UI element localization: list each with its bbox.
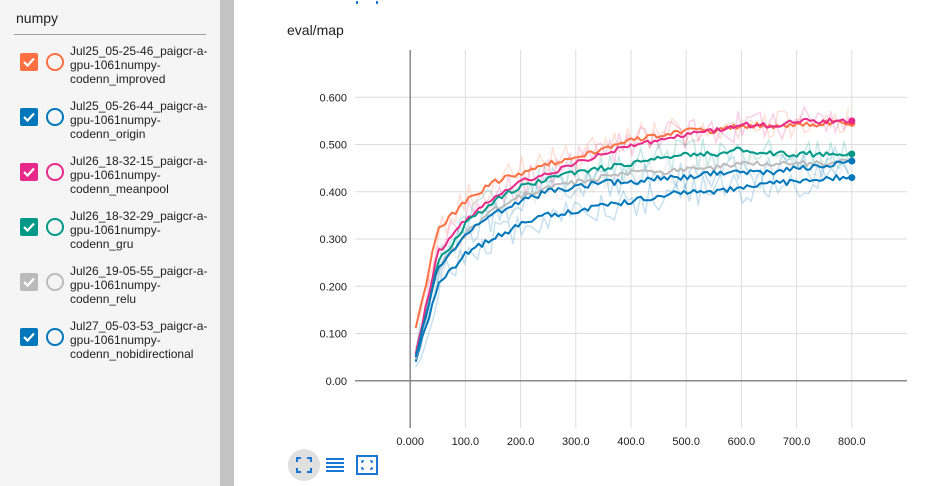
x-tick-label: 700.0 [783,436,811,448]
fit-domain-icon[interactable] [288,449,320,481]
series-line [414,119,850,329]
y-tick-label: 0.400 [319,187,347,199]
run-checkbox[interactable] [20,53,38,71]
run-label: Jul26_19-05-55_paigcr-a- gpu-1061numpy- … [70,264,208,306]
x-tick-label: 800.0 [838,436,866,448]
run-color-swatch[interactable] [46,163,64,181]
x-tick-label: 200.0 [507,436,535,448]
run-item[interactable]: Jul27_05-03-53_paigcr-a- gpu-1061numpy- … [20,319,220,375]
run-color-swatch[interactable] [46,53,64,71]
series-end-point [848,157,856,165]
run-item[interactable]: Jul25_05-26-44_paigcr-a- gpu-1061numpy- … [20,99,220,155]
run-item[interactable]: Jul25_05-25-46_paigcr-a- gpu-1061numpy- … [20,44,220,100]
y-tick-label: 0.500 [319,140,347,152]
x-tick-label: 400.0 [617,436,645,448]
series-line [414,159,851,358]
series-end-point [848,117,856,125]
series-end-point [848,150,856,158]
series-raw-line [414,138,850,351]
x-tick-label: 300.0 [562,436,590,448]
run-checkbox[interactable] [20,273,38,291]
run-checkbox[interactable] [20,328,38,346]
run-filter-input[interactable]: numpy [16,10,59,26]
sidebar-scrollbar[interactable] [220,0,234,486]
y-tick-label: 0.600 [319,92,347,104]
run-color-swatch[interactable] [46,273,64,291]
x-tick-label: 600.0 [728,436,756,448]
run-checkbox[interactable] [20,218,38,236]
run-item[interactable]: Jul26_18-32-29_paigcr-a- gpu-1061numpy- … [20,209,220,265]
run-checkbox[interactable] [20,163,38,181]
series-raw-line [415,107,850,318]
y-tick-label: 0.300 [319,234,347,246]
chart-title: eval/map [287,22,344,38]
top-log-scale-icon[interactable] [326,0,346,4]
run-color-swatch[interactable] [46,108,64,126]
x-tick-label: 0.000 [396,436,424,448]
y-tick-label: 0.00 [326,376,347,388]
series-line [414,158,850,360]
run-label: Jul25_05-26-44_paigcr-a- gpu-1061numpy- … [70,99,208,141]
expand-chart-icon[interactable] [355,454,379,476]
run-item[interactable]: Jul26_18-32-15_paigcr-a- gpu-1061numpy- … [20,154,220,210]
run-label: Jul26_18-32-29_paigcr-a- gpu-1061numpy- … [70,209,208,251]
run-color-swatch[interactable] [46,218,64,236]
run-label: Jul25_05-25-46_paigcr-a- gpu-1061numpy- … [70,44,208,86]
toggle-log-scale-icon[interactable] [324,454,346,476]
x-tick-label: 500.0 [672,436,700,448]
top-expand-icon[interactable] [356,0,378,4]
run-color-swatch[interactable] [46,328,64,346]
run-checkbox[interactable] [20,108,38,126]
line-chart: 0.000 100.0 200.0 300.0 400.0 500.0 600.0 700.0… [319,50,907,448]
top-fit-domain-icon[interactable] [292,0,312,4]
series-line [414,146,851,357]
run-filter-underline [14,34,206,35]
run-sidebar: numpy Jul25_05-25-46_paigcr-a- gpu-1061n… [0,0,220,486]
series-line [414,174,850,363]
x-tick-label: 100.0 [452,436,480,448]
run-label: Jul26_18-32-15_paigcr-a- gpu-1061numpy- … [70,154,208,196]
run-label: Jul27_05-03-53_paigcr-a- gpu-1061numpy- … [70,319,208,361]
run-item[interactable]: Jul26_19-05-55_paigcr-a- gpu-1061numpy- … [20,264,220,320]
y-tick-label: 0.200 [319,281,347,293]
series-line [414,117,850,355]
series-raw-line [415,162,850,368]
series-raw-line [415,145,850,354]
series-end-point [848,174,856,182]
y-tick-label: 0.100 [319,329,347,341]
series-raw-line [415,105,850,348]
